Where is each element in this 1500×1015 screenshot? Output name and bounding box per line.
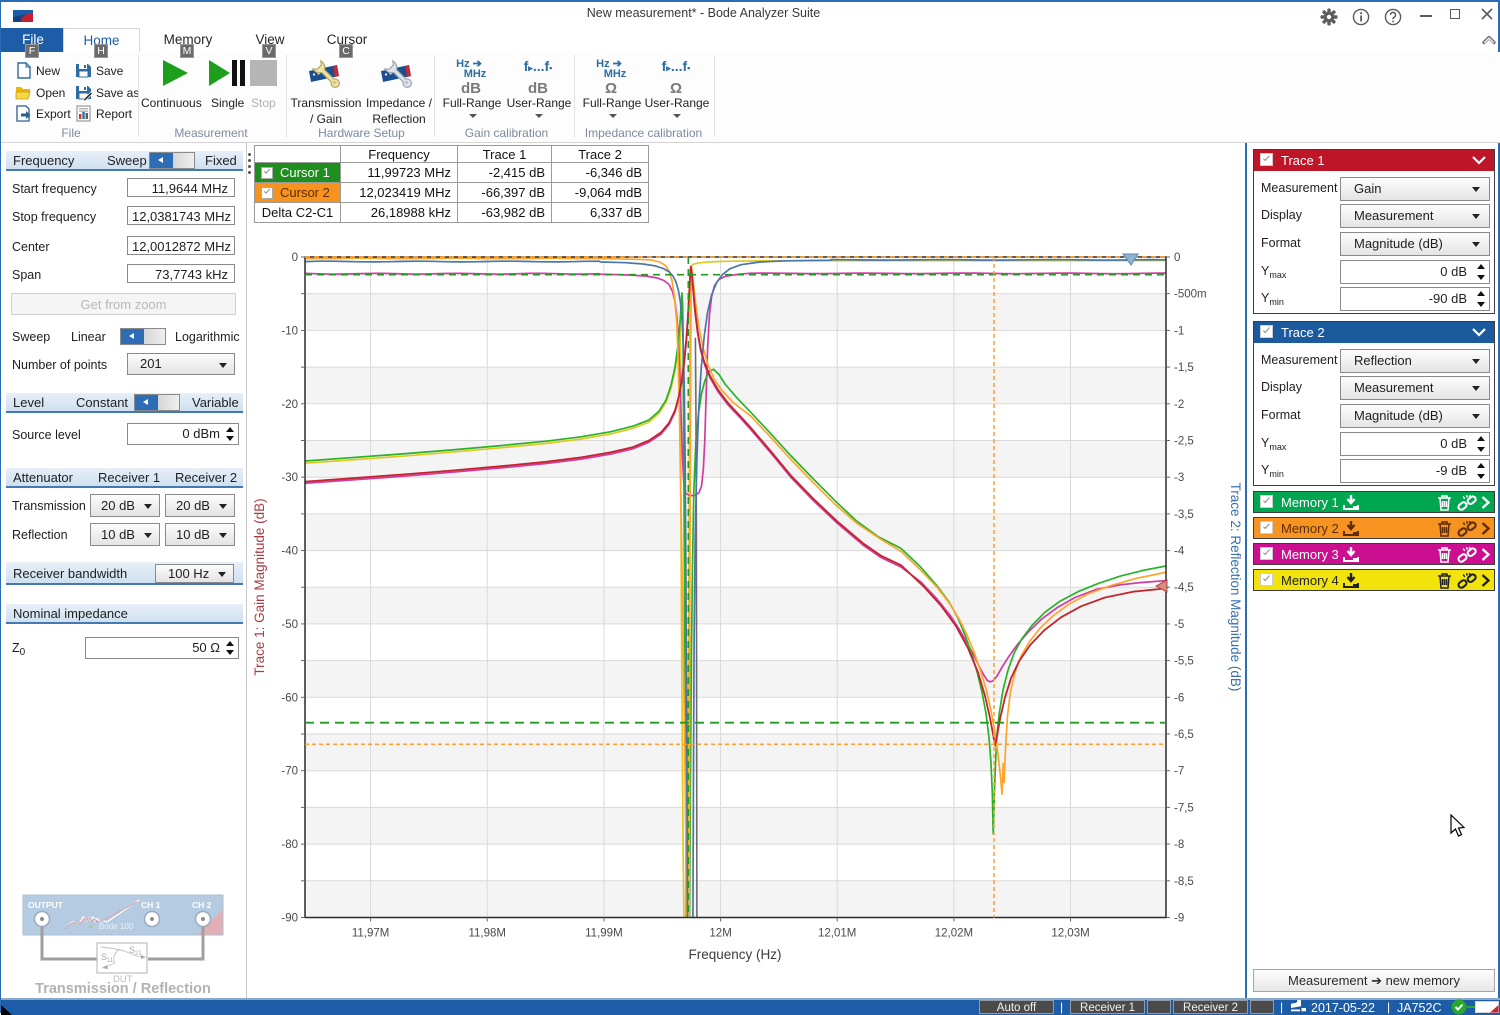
svg-text:Hz ➔: Hz ➔ bbox=[596, 58, 623, 70]
svg-text:Trace 1: Gain Magnitude (dB): Trace 1: Gain Magnitude (dB) bbox=[252, 498, 267, 675]
svg-text:-1: -1 bbox=[1174, 325, 1184, 337]
svg-text:Hz ➔: Hz ➔ bbox=[456, 58, 483, 70]
svg-text:-2: -2 bbox=[1174, 399, 1184, 411]
svg-text:12M: 12M bbox=[709, 928, 731, 940]
svg-text:Transmission / Reflection: Transmission / Reflection bbox=[35, 981, 211, 997]
svg-text:dB: dB bbox=[528, 80, 548, 95]
svg-text:-3,5: -3,5 bbox=[1174, 509, 1194, 521]
svg-text:-500m: -500m bbox=[1174, 289, 1207, 301]
svg-text:-7: -7 bbox=[1174, 766, 1184, 778]
svg-text:Frequency (Hz): Frequency (Hz) bbox=[688, 947, 781, 962]
svg-text:-7,5: -7,5 bbox=[1174, 802, 1194, 814]
svg-text:0: 0 bbox=[292, 252, 298, 264]
svg-text:-10: -10 bbox=[281, 325, 298, 337]
svg-text:-5,5: -5,5 bbox=[1174, 656, 1194, 668]
svg-text:Trace 2: Reflection Magnitude: Trace 2: Reflection Magnitude (dB) bbox=[1228, 483, 1243, 692]
svg-text:CH 2: CH 2 bbox=[192, 900, 212, 910]
svg-text:CH 1: CH 1 bbox=[141, 900, 161, 910]
svg-text:11,99M: 11,99M bbox=[585, 928, 623, 940]
svg-text:-1,5: -1,5 bbox=[1174, 362, 1194, 374]
svg-text:-60: -60 bbox=[281, 692, 298, 704]
svg-text:f▸...f▪: f▸...f▪ bbox=[662, 58, 691, 74]
svg-text:Ω: Ω bbox=[605, 80, 617, 95]
svg-text:-9: -9 bbox=[1174, 913, 1184, 925]
svg-text:-30: -30 bbox=[281, 472, 298, 484]
svg-text:-40: -40 bbox=[281, 546, 298, 558]
svg-text:-20: -20 bbox=[281, 399, 298, 411]
svg-text:-4: -4 bbox=[1174, 546, 1185, 558]
svg-text:11,98M: 11,98M bbox=[468, 928, 506, 940]
svg-text:12,01M: 12,01M bbox=[818, 928, 856, 940]
svg-text:-70: -70 bbox=[281, 766, 298, 778]
svg-text:12,02M: 12,02M bbox=[935, 928, 973, 940]
svg-text:-6: -6 bbox=[1174, 692, 1184, 704]
svg-text:-5: -5 bbox=[1174, 619, 1184, 631]
svg-text:-80: -80 bbox=[281, 839, 298, 851]
svg-text:Bode 100: Bode 100 bbox=[99, 922, 134, 931]
svg-text:11,97M: 11,97M bbox=[352, 928, 390, 940]
svg-text:OUTPUT: OUTPUT bbox=[28, 900, 64, 910]
svg-text:DUT: DUT bbox=[113, 974, 133, 985]
svg-text:-3: -3 bbox=[1174, 472, 1184, 484]
svg-text:-90: -90 bbox=[281, 913, 298, 925]
svg-text:-50: -50 bbox=[281, 619, 298, 631]
svg-text:MHz: MHz bbox=[604, 68, 627, 80]
svg-text:-8: -8 bbox=[1174, 839, 1184, 851]
svg-text:-8,5: -8,5 bbox=[1174, 876, 1194, 888]
svg-text:MHz: MHz bbox=[464, 68, 487, 80]
svg-text:-4,5: -4,5 bbox=[1174, 582, 1194, 594]
svg-text:Ω: Ω bbox=[670, 80, 682, 95]
svg-text:-2,5: -2,5 bbox=[1174, 436, 1194, 448]
svg-text:-6,5: -6,5 bbox=[1174, 729, 1194, 741]
svg-text:dB: dB bbox=[461, 80, 481, 95]
svg-text:12,03M: 12,03M bbox=[1051, 928, 1089, 940]
svg-text:f▸...f▪: f▸...f▪ bbox=[524, 58, 553, 74]
svg-text:0: 0 bbox=[1174, 252, 1180, 264]
